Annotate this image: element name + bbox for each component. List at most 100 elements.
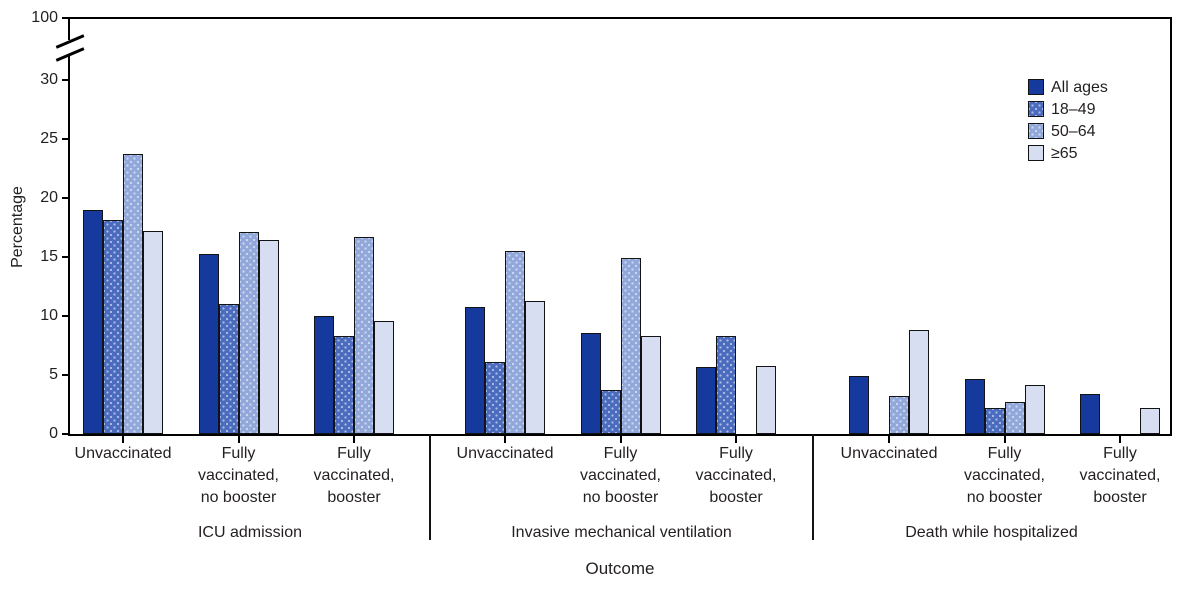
category-label-line: booster [327, 489, 381, 506]
y-axis-break-icon [55, 33, 85, 49]
bar-all-ages [198, 253, 219, 434]
category-label-line: booster [709, 489, 763, 506]
y-tick-mark [62, 315, 70, 318]
panel-label: Death while hospitalized [905, 524, 1078, 541]
y-tick-label: 5 [49, 366, 58, 384]
bar-all-ages [580, 332, 601, 434]
bar-50-64 [620, 258, 641, 434]
legend-item: ≥65 [1028, 145, 1148, 163]
legend-swatch-icon [1028, 123, 1044, 139]
bar-50-64 [123, 153, 143, 434]
y-tick-label: 0 [49, 425, 58, 442]
y-tick-mark [62, 138, 70, 141]
category-label-line: booster [1093, 489, 1147, 506]
x-tick-mark [735, 436, 737, 443]
category-label-line: vaccinated, [580, 467, 661, 484]
bar-18-49 [334, 336, 354, 434]
category-label-line: Fully [603, 445, 638, 462]
bar-all-ages [83, 210, 103, 434]
bar--65 [374, 320, 394, 434]
x-tick-mark [619, 436, 622, 443]
panel-divider-line [429, 434, 431, 540]
legend-swatch-icon [1028, 79, 1044, 95]
x-tick-mark [1119, 436, 1121, 443]
panel-label: ICU admission [197, 524, 303, 541]
y-axis-line [68, 18, 70, 40]
panel-label: Invasive mechanical ventilation [511, 524, 732, 541]
category-label-line: Unvaccinated [840, 445, 938, 462]
legend-swatch-icon [1028, 145, 1044, 161]
bar-50-64 [889, 396, 909, 434]
bar--65 [1024, 384, 1045, 434]
category-label-line: Fully [987, 445, 1022, 462]
bar-18-49 [716, 336, 736, 434]
category-label: Fully vaccinated, no booster [935, 443, 1075, 509]
bar--65 [1140, 408, 1160, 434]
legend-label: All ages [1051, 79, 1108, 96]
category-label-line: vaccinated, [198, 467, 279, 484]
category-label-line: no booster [966, 489, 1043, 506]
category-label-line: vaccinated, [313, 467, 395, 484]
bar-50-64 [505, 251, 525, 434]
category-label-line: Unvaccinated [456, 445, 554, 462]
legend-label: 18–49 [1051, 101, 1096, 118]
x-tick-mark [353, 436, 355, 443]
y-tick-label: 25 [40, 130, 58, 148]
y-tick-mark [62, 374, 70, 377]
x-axis-line [68, 434, 1172, 436]
category-label-line: vaccinated, [964, 467, 1045, 484]
bar--65 [640, 336, 661, 434]
bar--65 [525, 300, 545, 434]
legend-label: ≥65 [1051, 145, 1078, 162]
bar-all-ages [696, 366, 716, 434]
y-axis-break-icon [55, 46, 85, 62]
x-tick-mark [122, 436, 124, 443]
legend-item: 18–49 [1028, 101, 1148, 119]
legend-item: All ages [1028, 79, 1148, 97]
bar-18-49 [984, 408, 1005, 434]
bar-18-49 [218, 304, 239, 434]
category-label-line: no booster [200, 489, 277, 506]
x-tick-mark [504, 436, 506, 443]
category-label: Unvaccinated [53, 443, 193, 465]
y-tick-label: 20 [40, 189, 58, 207]
y-tick-label: 15 [40, 248, 58, 266]
plot-top-frame-line [68, 17, 1172, 19]
category-label: Fully vaccinated, no booster [551, 443, 691, 509]
x-tick-mark [237, 436, 240, 443]
category-label: Unvaccinated [435, 443, 575, 465]
bar-50-64 [354, 237, 374, 434]
y-tick-mark [62, 256, 70, 259]
panel-divider-line [812, 434, 814, 540]
category-label-line: Fully [1103, 445, 1137, 462]
y-tick-label: 10 [40, 307, 58, 325]
bar-all-ages [465, 306, 485, 434]
bar-18-49 [103, 219, 123, 434]
bar-50-64 [238, 232, 259, 434]
y-tick-mark [62, 433, 70, 435]
bar--65 [909, 330, 929, 434]
x-tick-mark [1003, 436, 1006, 443]
category-label-line: Fully [719, 445, 753, 462]
category-label: Fully vaccinated, no booster [169, 443, 309, 509]
bar-all-ages [849, 376, 869, 434]
y-tick-label: 100 [31, 9, 58, 26]
legend-label: 50–64 [1051, 123, 1096, 140]
x-axis-title: Outcome [585, 559, 655, 578]
category-label-line: Fully [221, 445, 256, 462]
category-label: Fully vaccinated, booster [666, 443, 806, 509]
bar-all-ages [1080, 393, 1100, 434]
bar-all-ages [314, 316, 334, 434]
bar--65 [756, 365, 776, 434]
legend-item: 50–64 [1028, 123, 1148, 141]
category-label-line: vaccinated, [1079, 467, 1161, 484]
category-label: Fully vaccinated, booster [1050, 443, 1185, 509]
bar-18-49 [600, 390, 621, 434]
y-axis-line [68, 56, 70, 436]
legend-swatch-icon [1028, 101, 1044, 117]
category-label-line: vaccinated, [695, 467, 777, 484]
category-label: Unvaccinated [819, 443, 959, 465]
bar-18-49 [485, 362, 505, 434]
